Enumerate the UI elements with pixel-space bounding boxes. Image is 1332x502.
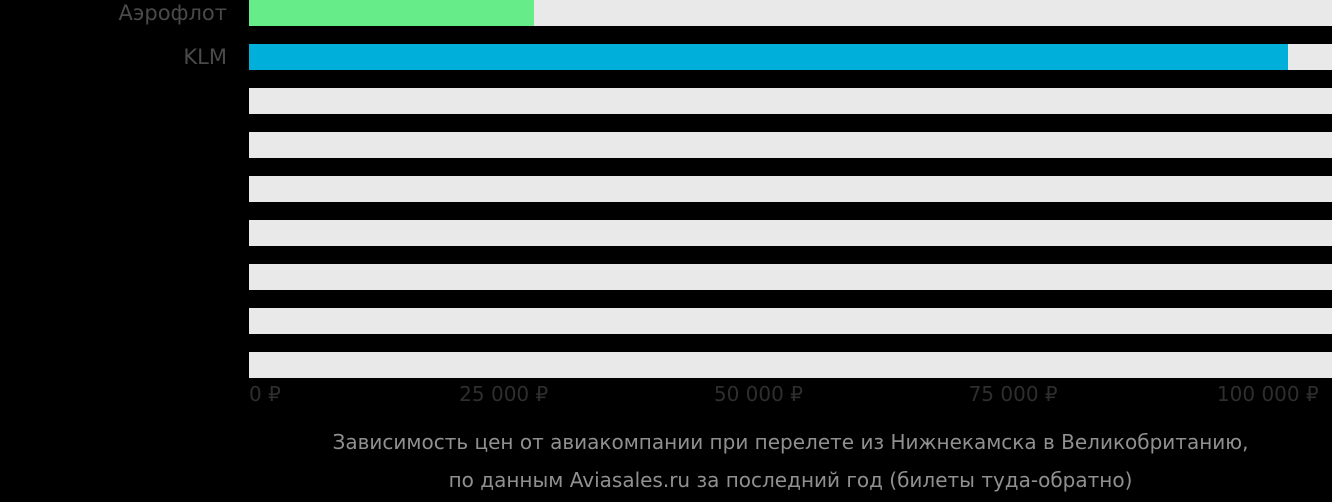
- x-axis: 0 ₽ 25 000 ₽ 50 000 ₽ 75 000 ₽ 100 000 ₽: [249, 381, 1332, 407]
- bar-track: [249, 352, 1332, 378]
- bar-row: KLM: [0, 44, 1332, 70]
- bar-row: [0, 88, 1332, 114]
- x-axis-tick-label: 0 ₽: [249, 382, 281, 406]
- bar-row: [0, 308, 1332, 334]
- bar-track: [249, 176, 1332, 202]
- bar-row: [0, 176, 1332, 202]
- bar-row: [0, 220, 1332, 246]
- bar-row: [0, 264, 1332, 290]
- x-axis-tick-label: 75 000 ₽: [968, 382, 1058, 406]
- bar-fill[interactable]: [249, 0, 535, 26]
- x-axis-tick-label: 100 000 ₽: [1216, 382, 1319, 406]
- x-axis-tick-label: 25 000 ₽: [459, 382, 549, 406]
- bar-track: [249, 132, 1332, 158]
- caption-line-2: по данным Aviasales.ru за последний год …: [448, 468, 1133, 492]
- x-axis-tick-label: 50 000 ₽: [713, 382, 803, 406]
- bar-rows: Аэрофлот KLM: [0, 0, 1332, 378]
- bar-track: [249, 0, 1332, 26]
- category-label: Аэрофлот: [118, 1, 227, 25]
- chart-caption: Зависимость цен от авиакомпании при пере…: [249, 423, 1332, 499]
- bar-row: [0, 352, 1332, 378]
- bar-track: [249, 308, 1332, 334]
- category-label: KLM: [183, 45, 227, 69]
- bar-track: [249, 88, 1332, 114]
- caption-line-1: Зависимость цен от авиакомпании при пере…: [332, 430, 1249, 454]
- bar-track: [249, 44, 1332, 70]
- bar-track: [249, 264, 1332, 290]
- bar-fill[interactable]: [249, 44, 1289, 70]
- bar-row: Аэрофлот: [0, 0, 1332, 26]
- bar-track: [249, 220, 1332, 246]
- bar-row: [0, 132, 1332, 158]
